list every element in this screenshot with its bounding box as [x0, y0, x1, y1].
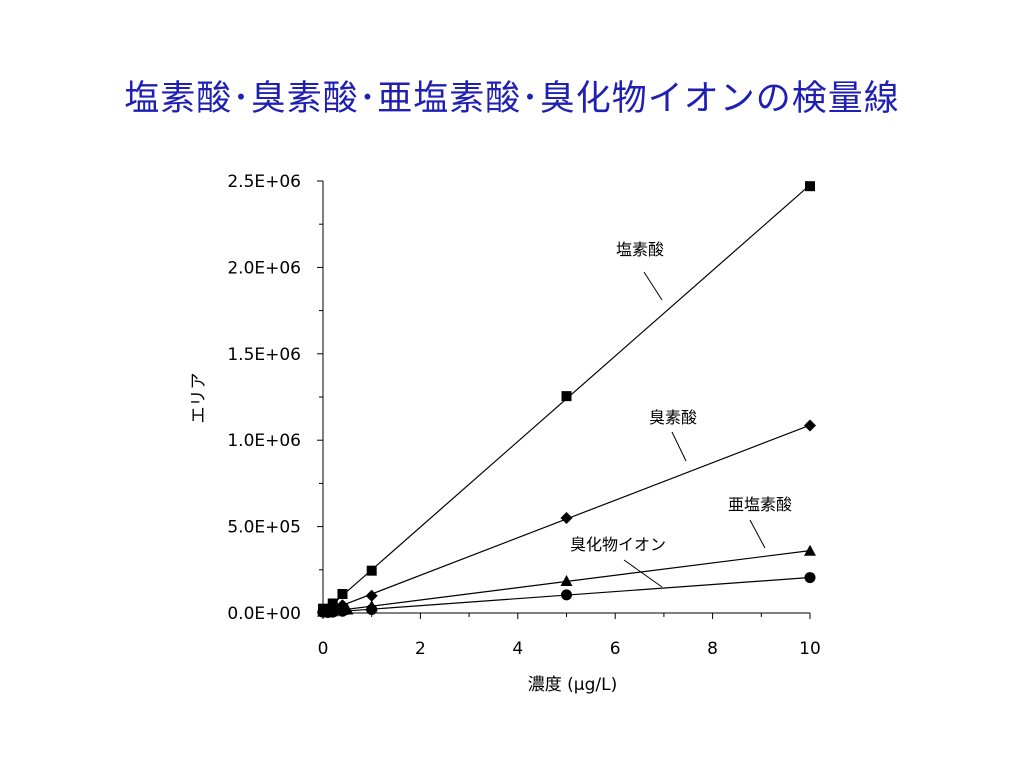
- series-label-leader: [623, 559, 663, 588]
- data-point-diamond: [804, 419, 816, 432]
- x-tick-label: 4: [512, 639, 523, 659]
- y-tick-label: 2.0E+06: [227, 258, 301, 278]
- data-point-triangle: [804, 544, 816, 556]
- series-label: 臭素酸: [649, 408, 697, 427]
- data-point-circle: [561, 589, 572, 601]
- y-tick-label: 2.5E+06: [227, 172, 301, 192]
- x-tick-label: 2: [415, 639, 426, 659]
- x-axis-title: 濃度 (μg/L): [528, 675, 617, 695]
- series-label-leader: [749, 519, 766, 549]
- series-label: 亜塩素酸: [728, 495, 792, 514]
- data-point-triangle: [560, 575, 573, 587]
- data-point-diamond: [365, 589, 378, 602]
- data-point-square: [337, 588, 348, 599]
- data-point-square: [366, 565, 377, 576]
- data-point-diamond: [560, 511, 573, 524]
- y-tick-label: 1.0E+06: [227, 431, 301, 451]
- y-tick-label: 5.0E+05: [227, 518, 301, 538]
- data-point-circle: [804, 572, 816, 584]
- y-tick-label: 1.5E+06: [227, 345, 301, 365]
- series-label: 臭化物イオン: [570, 535, 666, 554]
- series-label-leader: [671, 431, 687, 462]
- data-point-circle: [336, 605, 348, 617]
- x-tick-label: 8: [707, 639, 718, 659]
- series-label-leader: [643, 271, 663, 301]
- data-point-square: [561, 391, 572, 402]
- x-tick-label: 6: [610, 639, 621, 659]
- data-point-circle: [327, 606, 339, 618]
- y-axis-title: エリア: [189, 373, 209, 424]
- x-tick-label: 10: [799, 639, 821, 659]
- slide-title: 塩素酸･臭素酸･亜塩素酸･臭化物イオンの検量線: [124, 79, 900, 119]
- y-tick-label: 0.0E+00: [227, 604, 301, 624]
- data-point-circle: [366, 604, 378, 616]
- data-point-square: [805, 181, 815, 192]
- x-tick-label: 0: [318, 639, 329, 659]
- series-label: 塩素酸: [616, 240, 664, 259]
